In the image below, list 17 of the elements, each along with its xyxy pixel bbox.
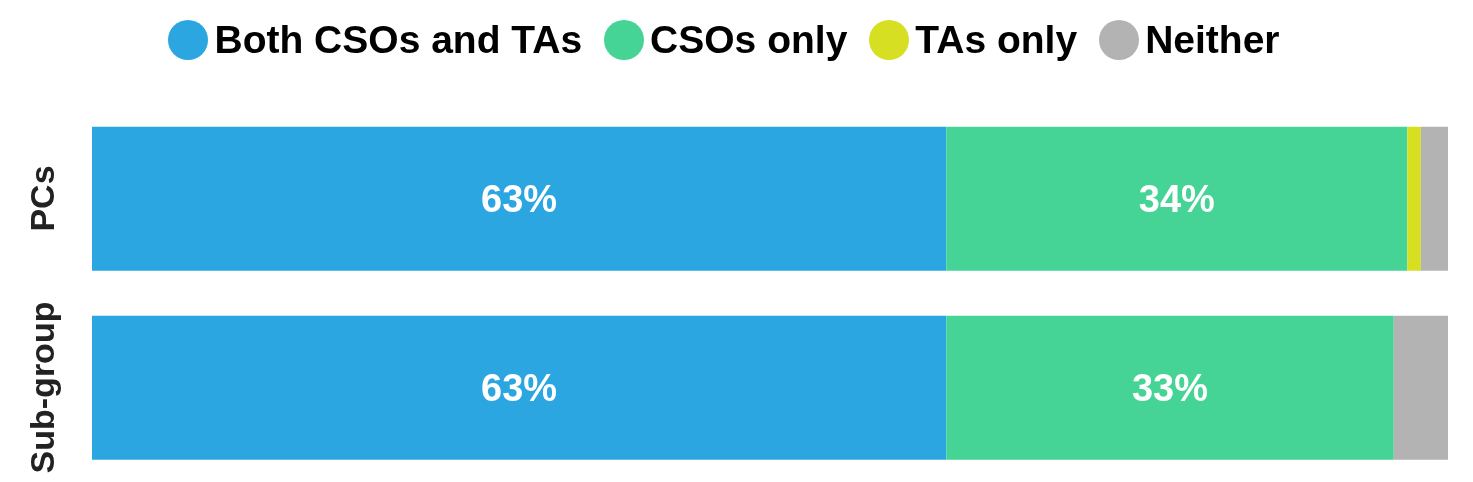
data-label: 34% — [1138, 178, 1215, 221]
legend-label: TAs only — [915, 18, 1078, 61]
legend-label: Both CSOs and TAs — [214, 18, 583, 61]
y-tick-label: PCs — [23, 165, 61, 232]
bar — [1393, 315, 1448, 460]
bar — [92, 126, 947, 271]
data-label: 63% — [481, 367, 558, 410]
legend-label: CSOs only — [650, 18, 848, 61]
legend-label: Neither — [1145, 18, 1280, 61]
data-label: 63% — [481, 178, 558, 221]
bar — [92, 315, 947, 460]
bar — [1407, 126, 1421, 271]
y-tick-label: Sub-group — [23, 301, 61, 474]
data-label: 33% — [1131, 367, 1209, 410]
bar — [1420, 126, 1448, 271]
bar — [946, 126, 1408, 271]
bar — [946, 315, 1394, 460]
